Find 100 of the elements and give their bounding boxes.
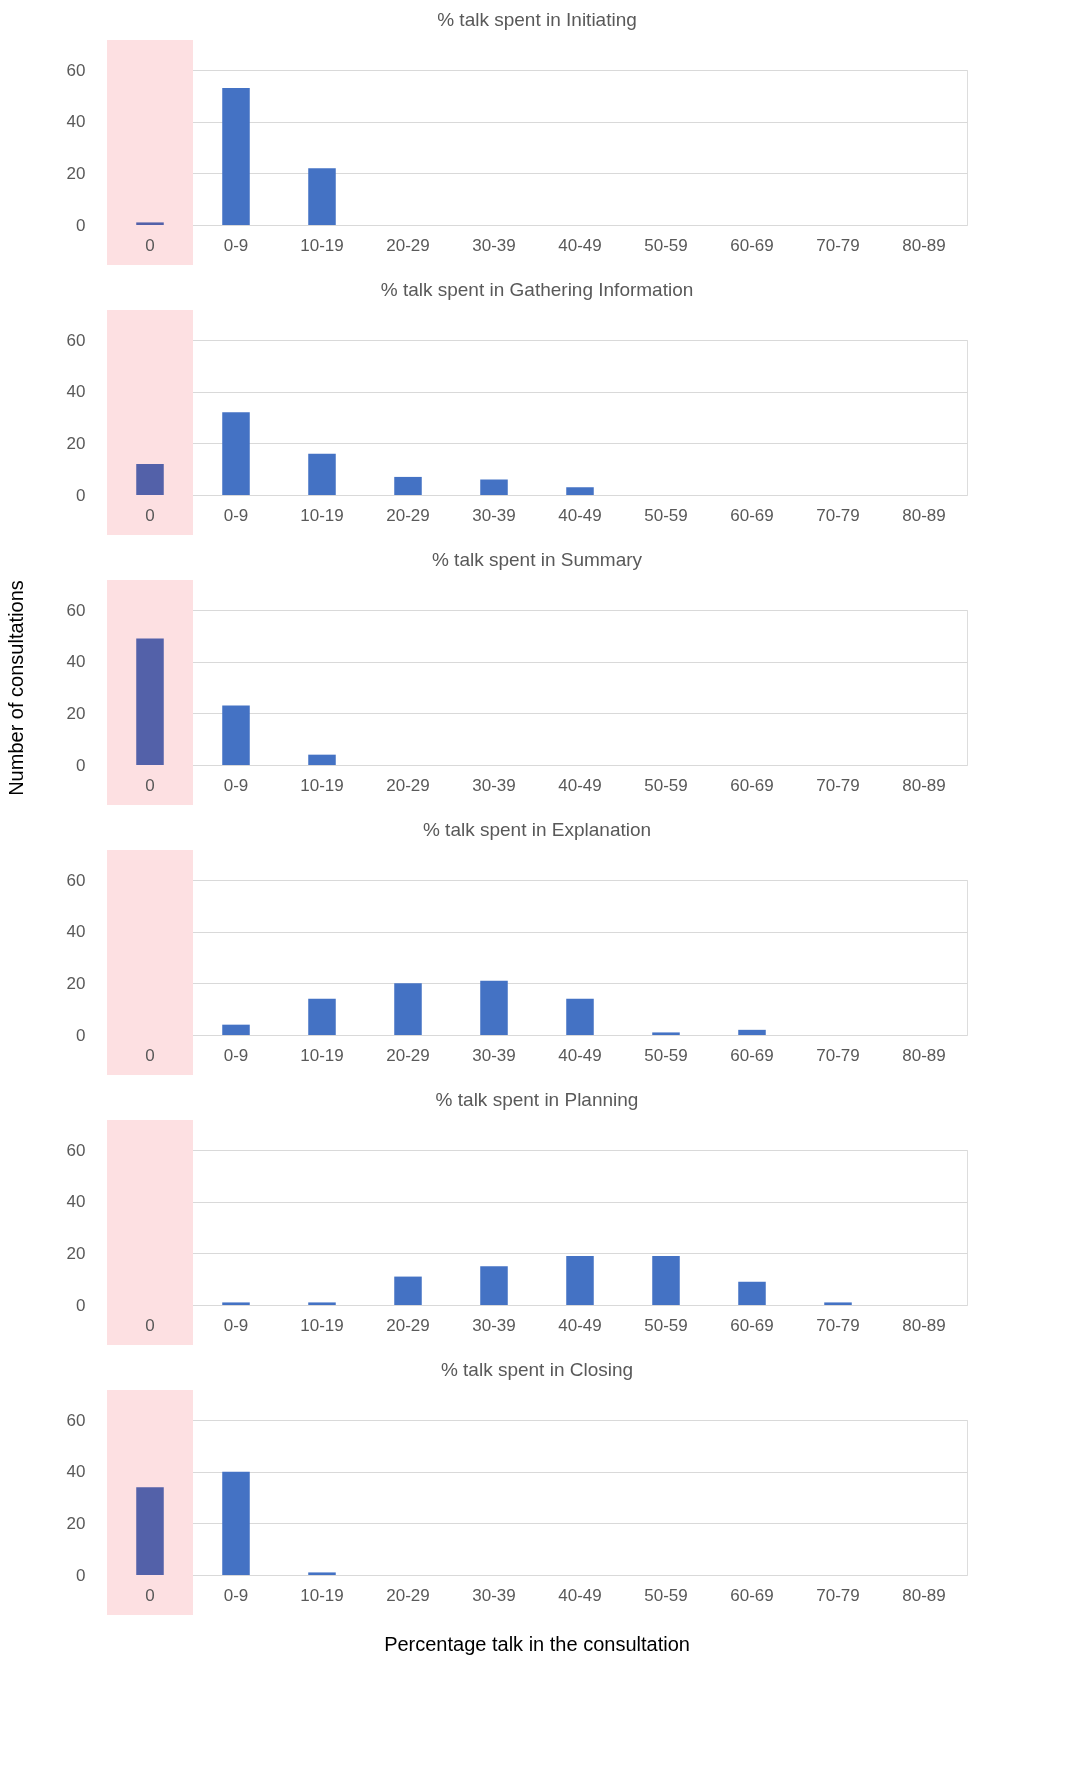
x-tick-label: 80-89: [902, 1045, 946, 1065]
x-tick-label: 10-19: [300, 1045, 344, 1065]
bar: [136, 638, 164, 765]
x-tick-label: 20-29: [386, 1585, 430, 1605]
y-tick-label: 60: [66, 1140, 86, 1160]
y-tick-label: 0: [76, 1025, 86, 1045]
x-tick-label: 70-79: [816, 1585, 860, 1605]
x-tick-label: 10-19: [300, 235, 344, 255]
x-tick-label: 60-69: [730, 775, 774, 795]
x-tick-label: 0: [145, 235, 155, 255]
x-tick-label: 40-49: [558, 1585, 602, 1605]
x-tick-label: 60-69: [730, 1585, 774, 1605]
bar: [738, 1029, 766, 1035]
x-tick-label: 30-39: [472, 775, 516, 795]
bar: [480, 980, 508, 1035]
x-tick-label: 10-19: [300, 1315, 344, 1335]
x-tick-label: 60-69: [730, 1315, 774, 1335]
y-tick-label: 20: [66, 1513, 86, 1533]
x-axis-title: Percentage talk in the consultation: [384, 1633, 690, 1655]
y-tick-label: 0: [76, 485, 86, 505]
x-tick-label: 0: [145, 1315, 155, 1335]
bar: [136, 1487, 164, 1575]
x-tick-label: 50-59: [644, 235, 688, 255]
bar: [308, 1572, 336, 1575]
x-tick-label: 80-89: [902, 1585, 946, 1605]
bar: [222, 705, 250, 765]
y-tick-label: 40: [66, 112, 86, 132]
bar: [652, 1255, 680, 1305]
x-tick-label: 80-89: [902, 235, 946, 255]
chart-title: % talk spent in Gathering Information: [380, 279, 694, 300]
x-tick-label: 0: [145, 1045, 155, 1065]
y-tick-label: 40: [66, 382, 86, 402]
y-tick-label: 40: [66, 652, 86, 672]
bar: [824, 1302, 852, 1305]
x-tick-label: 30-39: [472, 1045, 516, 1065]
x-tick-label: 0: [145, 505, 155, 525]
bar: [566, 1255, 594, 1305]
x-tick-label: 80-89: [902, 505, 946, 525]
y-tick-label: 40: [66, 922, 86, 942]
x-tick-label: 30-39: [472, 1585, 516, 1605]
y-tick-label: 40: [66, 1462, 86, 1482]
x-tick-label: 20-29: [386, 775, 430, 795]
x-tick-label: 0-9: [223, 1315, 249, 1335]
bar: [394, 1276, 422, 1305]
x-tick-label: 80-89: [902, 775, 946, 795]
bar: [480, 1266, 508, 1305]
bar: [222, 412, 250, 495]
bar: [480, 479, 508, 495]
y-tick-label: 40: [66, 1192, 86, 1212]
x-tick-label: 60-69: [730, 235, 774, 255]
x-tick-label: 0-9: [223, 1045, 249, 1065]
y-tick-label: 0: [76, 755, 86, 775]
x-tick-label: 40-49: [558, 505, 602, 525]
bar: [394, 983, 422, 1035]
y-tick-label: 60: [66, 600, 86, 620]
x-tick-label: 0: [145, 775, 155, 795]
bar: [738, 1281, 766, 1305]
x-tick-label: 10-19: [300, 775, 344, 795]
x-tick-label: 40-49: [558, 1045, 602, 1065]
y-tick-label: 20: [66, 1243, 86, 1263]
bar: [308, 168, 336, 225]
x-tick-label: 0-9: [223, 1585, 249, 1605]
bar: [222, 1302, 250, 1305]
x-tick-label: 40-49: [558, 775, 602, 795]
y-tick-label: 20: [66, 433, 86, 453]
x-tick-label: 10-19: [300, 1585, 344, 1605]
x-tick-label: 70-79: [816, 505, 860, 525]
y-tick-label: 0: [76, 215, 86, 235]
y-tick-label: 20: [66, 703, 86, 723]
bar: [136, 464, 164, 495]
x-tick-label: 20-29: [386, 1315, 430, 1335]
x-tick-label: 0-9: [223, 775, 249, 795]
bar: [222, 88, 250, 225]
chart-title: % talk spent in Planning: [435, 1089, 639, 1110]
y-tick-label: 60: [66, 870, 86, 890]
x-tick-label: 30-39: [472, 505, 516, 525]
bar: [222, 1471, 250, 1575]
x-tick-label: 70-79: [816, 235, 860, 255]
bar: [222, 1024, 250, 1035]
x-tick-label: 10-19: [300, 505, 344, 525]
x-tick-label: 50-59: [644, 1315, 688, 1335]
x-tick-label: 80-89: [902, 1315, 946, 1335]
y-tick-label: 60: [66, 330, 86, 350]
bar: [652, 1032, 680, 1035]
bar: [308, 754, 336, 765]
x-tick-label: 20-29: [386, 235, 430, 255]
y-tick-label: 20: [66, 973, 86, 993]
x-tick-label: 30-39: [472, 235, 516, 255]
chart-title: % talk spent in Initiating: [437, 9, 637, 30]
x-tick-label: 50-59: [644, 775, 688, 795]
x-tick-label: 40-49: [558, 235, 602, 255]
y-tick-label: 20: [66, 163, 86, 183]
x-tick-label: 70-79: [816, 1045, 860, 1065]
y-tick-label: 60: [66, 60, 86, 80]
y-axis-title: Number of consultations: [4, 580, 27, 796]
x-tick-label: 60-69: [730, 1045, 774, 1065]
x-tick-label: 20-29: [386, 1045, 430, 1065]
x-tick-label: 70-79: [816, 1315, 860, 1335]
bar: [566, 487, 594, 495]
bar: [308, 453, 336, 495]
